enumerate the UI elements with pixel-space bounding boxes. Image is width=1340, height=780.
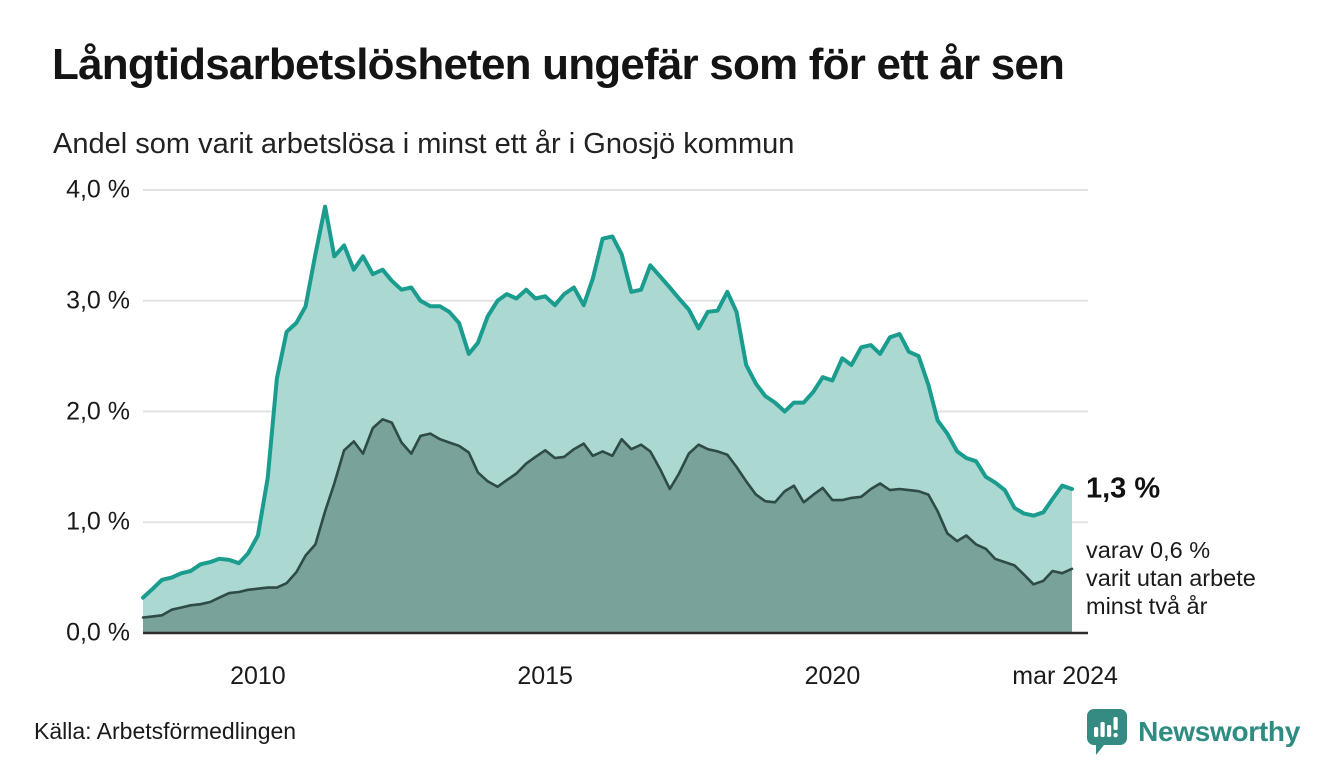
- latest-value-annotation: 1,3 %: [1086, 472, 1161, 505]
- x-tick-label: 2010: [230, 662, 286, 690]
- y-tick-label: 0,0 %: [66, 618, 130, 647]
- newsworthy-chart-bubble-icon: [1087, 709, 1128, 755]
- brand-logo: Newsworthy: [1086, 708, 1300, 756]
- y-tick-label: 2,0 %: [66, 397, 130, 425]
- x-tick-label: 2015: [517, 662, 573, 690]
- y-tick-label: 1,0 %: [66, 507, 130, 536]
- page-title: Långtidsarbetslösheten ungefär som för e…: [52, 40, 1065, 89]
- source-credit: Källa: Arbetsförmedlingen: [34, 718, 297, 744]
- chart-subtitle: Andel som varit arbetslösa i minst ett å…: [53, 128, 795, 160]
- secondary-annotation-line: varit utan arbete: [1086, 565, 1256, 591]
- secondary-annotation: varav 0,6 % varit utan arbete minst två år: [1086, 536, 1256, 620]
- y-tick-label: 4,0 %: [66, 175, 130, 204]
- series-line-2: [141, 418, 1074, 619]
- x-tick-label: mar 2024: [1012, 662, 1118, 690]
- series-line-1: [141, 204, 1074, 600]
- secondary-annotation-line: varav 0,6 %: [1086, 537, 1211, 563]
- x-tick-label: 2020: [804, 662, 861, 690]
- y-tick-label: 3,0 %: [66, 286, 130, 315]
- series-area-2: [143, 419, 1072, 633]
- brand-name: Newsworthy: [1138, 716, 1300, 747]
- secondary-annotation-line: minst två år: [1086, 593, 1208, 619]
